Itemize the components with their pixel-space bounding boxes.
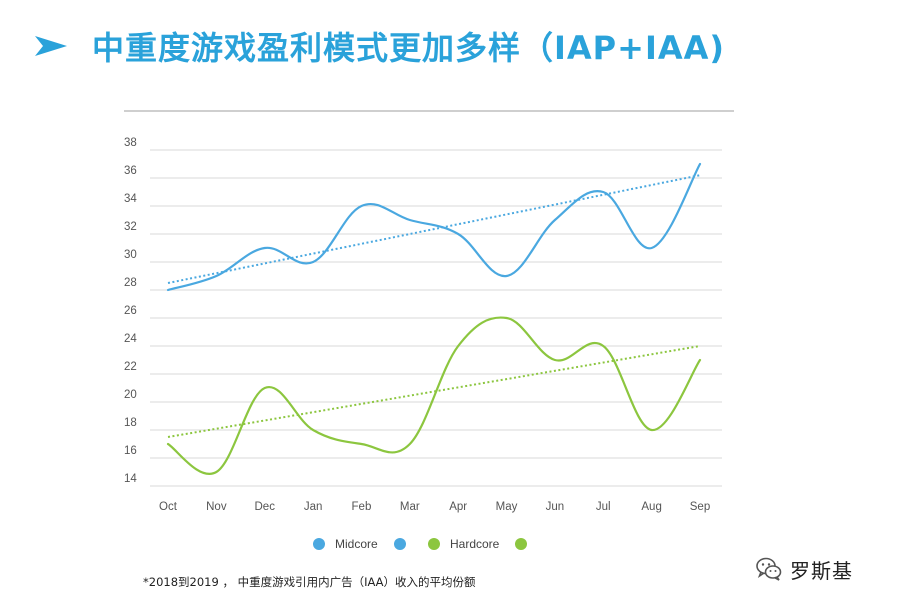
hardcore-point [552,358,557,363]
hardcore-point [262,386,267,391]
midcore-point [311,260,316,265]
y-tick-label: 36 [124,165,137,177]
hardcore-point [504,316,509,321]
y-tick-label: 28 [124,277,137,289]
y-tick-label: 24 [124,333,137,345]
x-tick-label: Jul [596,501,611,513]
midcore-point [601,190,606,195]
hardcore-point [359,442,364,447]
paper-plane-arrow-icon [35,36,67,56]
midcore-series-line [166,162,702,292]
y-tick-label: 30 [124,249,137,261]
x-tick-label: Mar [400,501,420,513]
x-tick-label: May [496,501,518,513]
midcore-legend-marker [313,538,325,550]
title-row: 中重度游戏盈利模式更加多样（IAP+IAA) [34,14,725,78]
y-tick-label: 14 [124,473,137,485]
hardcore-point [407,442,412,447]
y-tick-label: 18 [124,417,137,429]
hardcore-point [649,428,654,433]
watermark-text: 罗斯基 [790,558,853,583]
x-tick-label: Jun [546,501,565,513]
y-tick-label: 34 [124,193,137,205]
midcore-legend-marker [394,538,406,550]
hardcore-legend-label: Hardcore [450,537,500,551]
y-tick-label: 38 [124,137,137,149]
midcore-point [166,288,171,293]
x-axis-ticks: Oct Nov Dec Jan Feb Mar Apr May Jun Jul Aug Sep [159,501,710,513]
hardcore-point [456,344,461,349]
hardcore-point [698,358,703,363]
chart-legend: Midcore Hardcore [313,537,527,551]
y-tick-label: 26 [124,305,137,317]
hardcore-point [214,470,219,475]
series-lines [166,162,703,475]
midcore-point [456,232,461,237]
x-tick-label: Nov [206,501,227,513]
midcore-point [214,274,219,279]
midcore-point [504,274,509,279]
midcore-trendline [167,174,701,284]
chart-grid [124,110,734,487]
y-tick-label: 22 [124,361,137,373]
hardcore-point [311,428,316,433]
y-axis-ticks: 14 16 18 20 22 24 26 28 30 32 34 36 38 [124,137,137,485]
wechat-icon [756,557,782,581]
x-tick-label: Dec [255,501,276,513]
watermark: 罗斯基 [754,552,853,586]
midcore-point [262,246,267,251]
midcore-point [407,218,412,223]
midcore-point [552,218,557,223]
x-tick-label: Sep [690,501,710,513]
hardcore-series-line [166,316,702,475]
midcore-point [359,204,364,209]
y-tick-label: 20 [124,389,137,401]
x-tick-label: Oct [159,501,178,513]
midcore-legend-label: Midcore [335,537,378,551]
x-tick-label: Aug [641,501,661,513]
x-tick-label: Jan [304,501,323,513]
midcore-point [698,162,703,167]
trendlines [167,174,701,438]
hardcore-legend-marker [515,538,527,550]
hardcore-point [601,344,606,349]
x-tick-label: Feb [352,501,372,513]
footnote: *2018到2019 ， 中重度游戏引用内广告（IAA）收入的平均份额 [143,575,476,589]
page-title: 中重度游戏盈利模式更加多样（IAP+IAA) [92,29,726,67]
x-tick-label: Apr [449,501,467,513]
hardcore-legend-marker [428,538,440,550]
hardcore-point [166,442,171,447]
hardcore-trendline [167,345,701,438]
y-tick-label: 16 [124,445,137,457]
y-tick-label: 32 [124,221,137,233]
midcore-point [649,246,654,251]
